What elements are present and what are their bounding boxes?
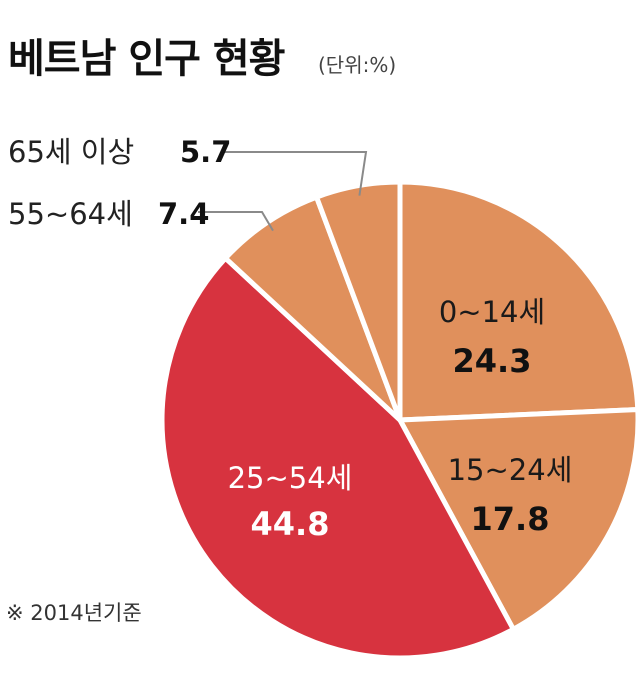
pie-slice-3 xyxy=(159,255,516,661)
slice-label-name-1: 0~14세 xyxy=(439,295,545,329)
chart-title: 베트남 인구 현황 xyxy=(8,36,285,82)
slice-label-value-1: 24.3 xyxy=(453,342,532,380)
pie-slices xyxy=(159,179,639,661)
slice-label-name-2: 15~24세 xyxy=(448,453,573,487)
leader-line-5 xyxy=(222,151,368,196)
slice-label-value-2: 17.8 xyxy=(471,500,550,538)
leader-line-4 xyxy=(198,211,274,232)
slice-label-name-5: 65세 이상 xyxy=(8,135,134,169)
unit-label: (단위:%) xyxy=(318,53,396,77)
pie-slice-1 xyxy=(397,179,639,423)
slice-label-value-3: 44.8 xyxy=(251,505,330,543)
slice-label-value-4: 7.4 xyxy=(158,197,209,231)
slice-labels: 0~14세 24.3 15~24세 17.8 25~54세 44.8 55~64세 7.4 65… xyxy=(8,135,572,543)
slice-label-name-3: 25~54세 xyxy=(228,461,353,495)
slice-label-name-4: 55~64세 xyxy=(8,197,133,231)
slice-label-value-5: 5.7 xyxy=(180,135,231,169)
pie-slice-5 xyxy=(314,179,403,423)
footnote: ※ 2014년기준 xyxy=(6,601,142,625)
pie-slice-2 xyxy=(397,407,639,632)
